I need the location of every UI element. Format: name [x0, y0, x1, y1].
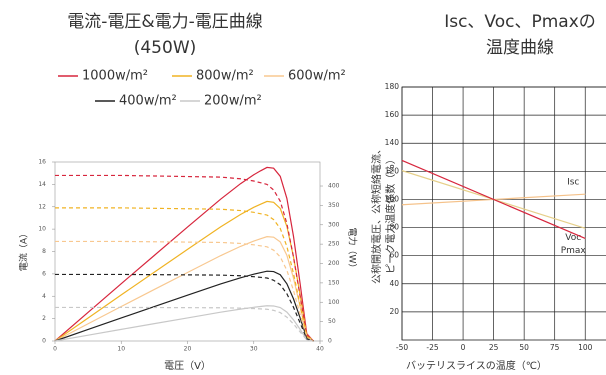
y2-axis-label: 電力（W）	[347, 228, 359, 273]
y-tick-label: 80	[389, 223, 399, 232]
series-label: Voc	[565, 233, 581, 243]
x-tick-label: -50	[396, 343, 408, 352]
power-line	[54, 305, 314, 342]
current-line	[55, 240, 314, 342]
y-tick-label: 2	[42, 315, 46, 322]
power-line	[54, 236, 314, 342]
y-tick-label: 6	[42, 270, 46, 277]
x-tick-label: 25	[489, 343, 499, 352]
x-tick-label: 20	[184, 346, 192, 353]
y-tick-label: 8	[42, 248, 46, 255]
x-tick-label: 0	[53, 346, 57, 353]
power-line	[54, 200, 314, 342]
y-tick-label: 14	[38, 181, 46, 188]
y-tick-label: 100	[385, 194, 400, 203]
y-tick-label: 0	[42, 338, 46, 345]
y-tick-label: 20	[389, 307, 399, 316]
legend-label: 400w/m²	[119, 94, 177, 109]
current-line	[55, 207, 314, 342]
power-line	[54, 166, 314, 342]
x-axis-label: バッテリスライスの温度（℃）	[406, 359, 547, 372]
plot-frame	[54, 161, 321, 342]
y2-tick-label: 0	[328, 338, 332, 345]
y2-tick-label: 150	[328, 279, 340, 286]
y-tick-label: 10	[38, 226, 46, 233]
y2-tick-label: 200	[328, 260, 340, 267]
series-label: Pmax	[561, 246, 587, 256]
x-tick-label: 30	[250, 346, 258, 353]
series-line	[401, 159, 586, 240]
chart-title: Isc、Voc、Pmaxの	[444, 12, 596, 32]
chart-title: (450W)	[134, 38, 197, 58]
y2-tick-label: 300	[328, 221, 340, 228]
legend-label: 200w/m²	[204, 94, 262, 109]
x-axis-label: 電圧（V）	[164, 360, 211, 372]
chart-title: 温度曲線	[486, 38, 554, 58]
x-tick-label: -25	[426, 343, 438, 352]
x-tick-label: 40	[316, 346, 324, 353]
chart-title: 電流-電圧&電力-電圧曲線	[67, 12, 263, 32]
y2-tick-label: 350	[328, 202, 340, 209]
y-tick-label: 16	[38, 159, 46, 166]
series-label: Isc	[567, 178, 579, 188]
y-tick-label: 140	[385, 138, 400, 147]
y-tick-label: 160	[385, 110, 400, 119]
y-tick-label: 60	[389, 251, 399, 260]
x-tick-label: 50	[519, 343, 529, 352]
y-tick-label: 12	[38, 203, 46, 210]
y-axis-label: 公称開放電圧、公称短絡電流、	[370, 144, 383, 284]
x-tick-label: 10	[117, 346, 125, 353]
y-tick-label: 40	[389, 279, 399, 288]
current-line	[55, 306, 314, 342]
current-line	[55, 273, 314, 342]
y2-tick-label: 50	[328, 318, 336, 325]
y2-tick-label: 250	[328, 241, 340, 248]
legend-label: 800w/m²	[196, 69, 254, 84]
y-tick-label: 4	[42, 293, 46, 300]
y2-tick-label: 400	[328, 183, 340, 190]
y-tick-label: 120	[385, 166, 400, 175]
y2-tick-label: 100	[328, 299, 340, 306]
x-tick-label: 100	[578, 343, 593, 352]
x-tick-label: 0	[461, 343, 466, 352]
y-tick-label: 180	[385, 82, 400, 91]
x-tick-label: 75	[550, 343, 560, 352]
legend-label: 1000w/m²	[82, 69, 148, 84]
y-axis-label: ピーク電力温度係数（%）	[384, 154, 397, 274]
legend-label: 600w/m²	[288, 69, 346, 84]
power-line	[54, 270, 314, 342]
current-line	[55, 174, 314, 342]
y-axis-label: 電流（A）	[18, 229, 30, 271]
